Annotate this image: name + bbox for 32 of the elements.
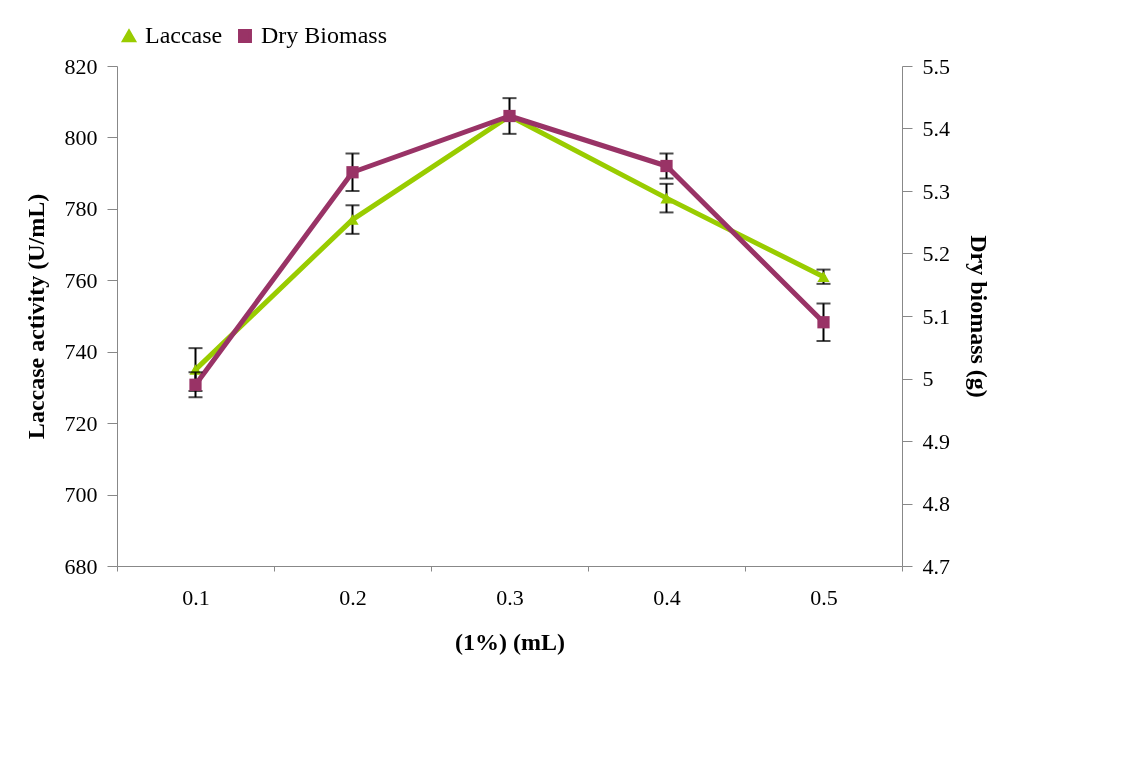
y2-tick-label: 5.5 [922,53,950,79]
y-tick-label: 820 [64,53,98,79]
legend-label: Laccase [145,22,223,48]
y-tick-label: 700 [64,482,98,508]
y2-tick-label: 5 [922,366,934,391]
y2-tick-label: 5.3 [922,178,950,204]
point [817,316,830,329]
x-tick-label: 0.1 [182,584,210,610]
y2-tick-label: 5.1 [922,303,950,329]
y2-tick-label: 5.4 [922,116,950,141]
x-tick-label: 0.4 [653,584,681,610]
x-tick-label: 0.2 [339,584,367,610]
y2-tick-label: 4.8 [922,491,950,516]
y2-axis-title: Dry biomass (g) [966,235,992,398]
x-tick-label: 0.3 [496,584,524,610]
x-axis-title: (1%) (mL) [455,628,565,655]
y-tick-label: 780 [64,196,98,222]
y-tick-label: 800 [64,124,98,150]
y-tick-label: 680 [64,553,98,579]
y2-tick-label: 5.2 [922,241,950,266]
y-tick-label: 740 [64,339,98,365]
y2-tick-label: 4.7 [922,553,950,579]
x-tick-label: 0.5 [810,584,838,610]
point [660,192,673,204]
y-tick-label: 760 [64,267,98,293]
point [189,378,202,391]
point [660,159,673,173]
y2-tick-label: 4.9 [922,428,950,454]
y-tick-label: 720 [64,410,98,436]
y-axis-title: Laccase activity (U/mL) [22,193,49,440]
legend-label: Dry Biomass [261,22,387,48]
point [346,166,359,179]
